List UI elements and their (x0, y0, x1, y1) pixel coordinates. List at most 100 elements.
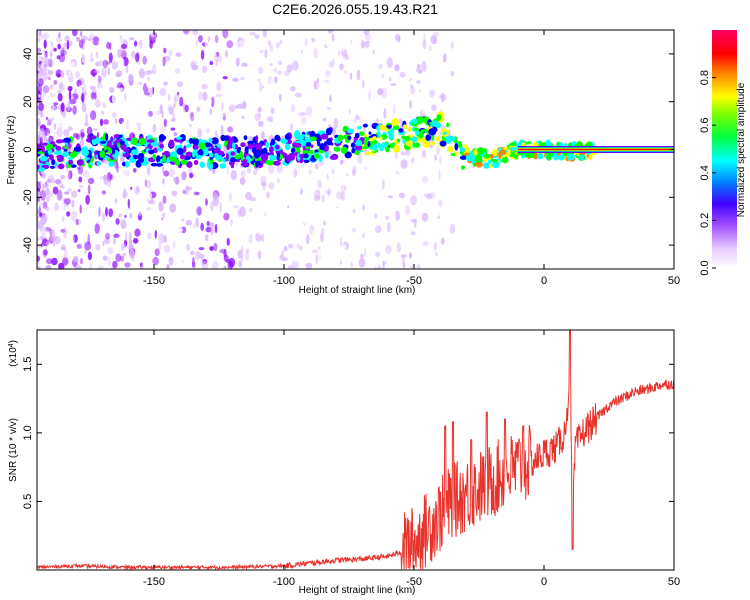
spectrogram-blob (475, 157, 483, 163)
spectrogram-speckle (205, 211, 208, 216)
bottom-y-axis-label: SNR (10 * v/v) (8, 418, 19, 482)
spectrogram-blob (290, 147, 296, 153)
spectrogram-speckle (105, 206, 108, 217)
spectrogram-speckle (141, 33, 148, 38)
spectrogram-speckle (48, 118, 53, 124)
spectrogram-speckle (73, 234, 78, 243)
spectrogram-speckle (109, 108, 113, 116)
spectrogram-speckle (115, 70, 123, 77)
spectrogram-speckle (81, 102, 87, 113)
spectrogram-speckle (136, 262, 139, 266)
spectrogram-blob (113, 134, 119, 139)
spectrogram-speckle (352, 165, 357, 175)
spectrogram-speckle (249, 196, 257, 202)
spectrogram-blob (350, 142, 356, 148)
spectrogram-speckle (363, 185, 366, 196)
spectrogram-speckle (45, 231, 51, 241)
spectrogram-blob (240, 154, 244, 161)
spectrogram-blob (465, 154, 474, 162)
spectrogram-speckle (177, 256, 184, 262)
spectrogram-speckle (239, 116, 242, 124)
spectrogram-speckle (52, 242, 56, 247)
spectrogram-speckle (230, 91, 236, 98)
spectrogram-speckle (89, 34, 95, 39)
spectrogram-speckle (106, 172, 112, 182)
spectrogram-speckle (339, 236, 343, 247)
spectrogram-speckle (90, 85, 95, 90)
spectrogram-speckle (162, 177, 165, 185)
spectrogram-speckle (363, 41, 370, 48)
spectrogram-speckle (167, 93, 171, 102)
spectrogram-speckle (37, 266, 41, 269)
spectrogram-speckle (440, 237, 445, 245)
spectrogram-speckle (313, 47, 319, 59)
spectrogram-speckle (168, 49, 173, 57)
spectrogram-speckle (84, 122, 89, 127)
spectrogram-speckle (149, 175, 154, 180)
spectrogram-speckle (423, 32, 426, 43)
spectrogram-speckle (289, 247, 294, 253)
spectrogram-speckle (291, 60, 299, 71)
spectrogram-speckle (390, 212, 397, 221)
spectrogram-speckle (54, 245, 59, 252)
spectrogram-speckle (421, 212, 429, 222)
spectrogram-speckle (163, 244, 171, 253)
spectrogram-speckle (209, 222, 214, 228)
spectrogram-speckle (43, 249, 48, 256)
spectrogram-speckle (222, 265, 225, 269)
spectrogram-speckle (222, 76, 228, 80)
spectrogram-speckle (87, 251, 92, 261)
spectrogram-blob (347, 135, 352, 141)
x-tick-label: -150 (143, 576, 165, 588)
spectrogram-speckle (48, 135, 54, 143)
spectrogram-speckle (158, 233, 165, 244)
spectrogram-blob (216, 143, 221, 147)
spectrogram-blob (259, 160, 266, 164)
spectrogram-speckle (135, 122, 143, 126)
spectrogram-speckle (139, 202, 144, 210)
spectrogram-blob (359, 131, 365, 137)
spectrogram-speckle (211, 52, 218, 63)
spectrogram-speckle (173, 132, 178, 137)
spectrogram-speckle (38, 102, 44, 112)
spectrogram-speckle (258, 66, 264, 75)
spectrogram-speckle (201, 65, 208, 74)
spectrogram-speckle (381, 87, 388, 99)
x-tick-label: -50 (406, 576, 422, 588)
spectrogram-speckle (129, 212, 133, 219)
spectrogram-speckle (324, 79, 330, 83)
spectrogram-speckle (293, 257, 299, 264)
spectrogram-speckle (184, 104, 189, 113)
x-tick-label: -50 (406, 275, 422, 287)
spectrogram-speckle (225, 262, 229, 267)
spectrogram-speckle (67, 126, 73, 131)
spectrogram-speckle (97, 220, 102, 226)
spectrogram-blob (89, 162, 93, 166)
spectrogram-speckle (268, 40, 271, 46)
spectrogram-speckle (83, 84, 87, 93)
spectrogram-speckle (175, 216, 181, 225)
spectrogram-speckle (192, 30, 198, 36)
spectrogram-speckle (271, 95, 275, 100)
spectrogram-speckle (45, 187, 50, 196)
spectrogram-blob (199, 161, 205, 168)
spectrogram-blob (501, 156, 509, 164)
spectrogram-speckle (189, 172, 194, 179)
spectrogram-speckle (57, 43, 61, 50)
spectrogram-speckle (37, 197, 40, 202)
spectrogram-blob (420, 129, 429, 133)
spectrogram-speckle (331, 179, 339, 191)
spectrogram-speckle (37, 59, 41, 67)
spectrogram-speckle (434, 163, 440, 171)
spectrogram-speckle (248, 101, 256, 111)
spectrogram-speckle (138, 210, 142, 217)
spectrogram-speckle (321, 227, 325, 234)
spectrogram-blob (454, 143, 459, 151)
spectrogram-speckle (254, 34, 260, 39)
spectrogram-speckle (329, 234, 335, 244)
spectrogram-speckle (261, 131, 265, 140)
spectrogram-speckle (442, 105, 449, 113)
spectrogram-speckle (422, 39, 427, 50)
spectrogram-speckle (168, 256, 174, 266)
spectrogram-speckle (148, 242, 155, 246)
